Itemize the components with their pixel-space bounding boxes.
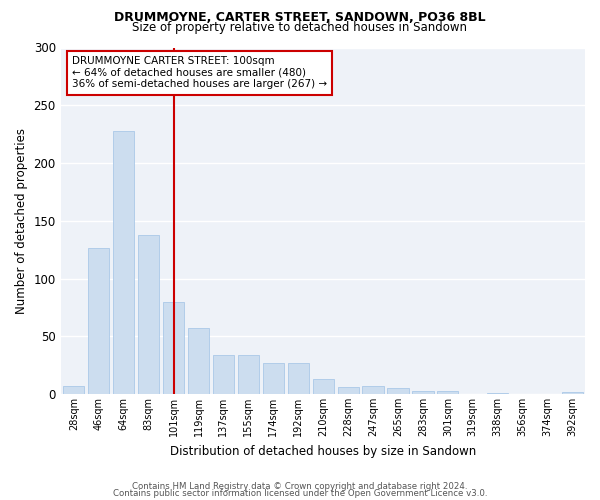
Bar [487,393,508,394]
Text: Size of property relative to detached houses in Sandown: Size of property relative to detached ho… [133,22,467,35]
Text: Contains public sector information licensed under the Open Government Licence v3: Contains public sector information licen… [113,489,487,498]
Bar [88,248,109,394]
Bar [163,302,184,394]
Bar [263,363,284,394]
Bar [238,354,259,394]
Bar [63,386,85,394]
Bar [412,390,434,394]
Text: DRUMMOYNE, CARTER STREET, SANDOWN, PO36 8BL: DRUMMOYNE, CARTER STREET, SANDOWN, PO36 … [114,11,486,24]
Text: DRUMMOYNE CARTER STREET: 100sqm
← 64% of detached houses are smaller (480)
36% o: DRUMMOYNE CARTER STREET: 100sqm ← 64% of… [72,56,327,90]
Bar [287,363,309,394]
X-axis label: Distribution of detached houses by size in Sandown: Distribution of detached houses by size … [170,444,476,458]
Bar [138,234,159,394]
Bar [562,392,583,394]
Bar [188,328,209,394]
Bar [113,130,134,394]
Bar [388,388,409,394]
Bar [313,379,334,394]
Bar [437,390,458,394]
Bar [338,387,359,394]
Text: Contains HM Land Registry data © Crown copyright and database right 2024.: Contains HM Land Registry data © Crown c… [132,482,468,491]
Bar [213,354,234,394]
Y-axis label: Number of detached properties: Number of detached properties [15,128,28,314]
Bar [362,386,383,394]
